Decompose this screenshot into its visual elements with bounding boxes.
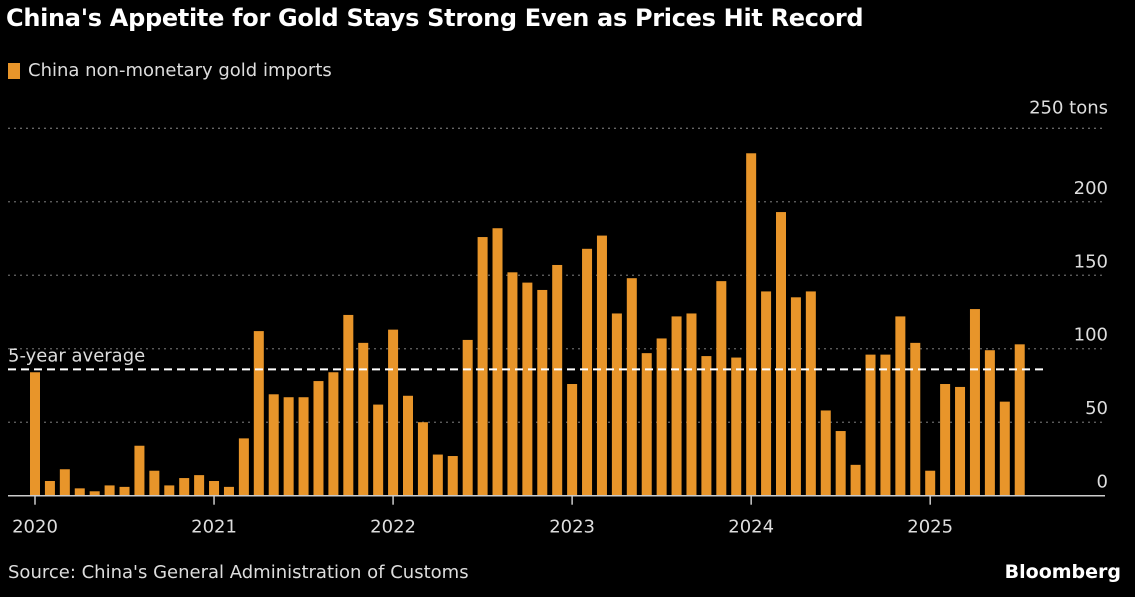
bar xyxy=(59,469,70,496)
chart-title: China's Appetite for Gold Stays Strong E… xyxy=(6,4,864,32)
y-tick-label: 150 xyxy=(1074,251,1108,272)
bar xyxy=(805,291,816,496)
bar xyxy=(179,478,190,496)
x-tick-label: 2025 xyxy=(907,517,953,538)
bar xyxy=(716,281,727,496)
bar xyxy=(820,410,831,496)
bar xyxy=(656,338,667,496)
x-tick-label: 2024 xyxy=(728,517,774,538)
bar xyxy=(373,404,384,496)
bar xyxy=(313,381,324,496)
bar xyxy=(925,470,936,496)
y-tick-label: 200 xyxy=(1074,178,1108,199)
bar xyxy=(940,384,951,496)
bar xyxy=(388,329,399,496)
bar xyxy=(761,291,772,496)
bar xyxy=(552,264,563,496)
bar xyxy=(596,235,607,496)
bar xyxy=(835,431,846,496)
bar xyxy=(850,464,861,496)
bar xyxy=(194,475,205,496)
x-tick-label: 2023 xyxy=(549,517,595,538)
y-tick-label: 250 tons xyxy=(1029,97,1108,118)
legend: China non-monetary gold imports xyxy=(8,60,332,81)
bar xyxy=(238,438,249,496)
bar xyxy=(865,354,876,496)
x-tick-label: 2021 xyxy=(191,517,237,538)
bar xyxy=(74,488,85,496)
bar xyxy=(790,297,801,496)
bar xyxy=(999,401,1010,496)
bar xyxy=(223,486,234,496)
source-note: Source: China's General Administration o… xyxy=(8,562,469,583)
bar xyxy=(283,397,294,496)
x-tick-label: 2022 xyxy=(370,517,416,538)
bar xyxy=(343,314,354,496)
bar xyxy=(537,289,548,496)
bar xyxy=(910,342,921,496)
x-tick-label: 2020 xyxy=(12,517,58,538)
bar xyxy=(671,316,682,496)
bar xyxy=(432,454,443,496)
bar xyxy=(686,313,697,496)
bar xyxy=(298,397,309,496)
bar xyxy=(522,282,533,496)
bar xyxy=(776,212,786,496)
bar xyxy=(507,272,518,496)
bar xyxy=(253,331,264,496)
average-label: 5-year average xyxy=(8,345,145,366)
bar xyxy=(403,395,413,496)
bar xyxy=(895,316,906,496)
bar xyxy=(358,342,369,496)
bar xyxy=(104,485,115,496)
y-tick-label: 0 xyxy=(1097,472,1108,493)
y-tick-label: 100 xyxy=(1074,325,1108,346)
bar xyxy=(89,491,100,496)
bar xyxy=(701,356,712,496)
bar xyxy=(582,248,593,496)
bar xyxy=(611,313,622,496)
bar xyxy=(492,228,503,496)
bar xyxy=(447,456,458,496)
bar xyxy=(880,354,891,496)
bar xyxy=(30,372,40,496)
bar xyxy=(134,445,145,496)
bar xyxy=(477,237,488,496)
bar xyxy=(328,372,339,496)
bar xyxy=(969,309,980,496)
bar xyxy=(955,386,966,496)
bar xyxy=(1014,344,1025,496)
bar xyxy=(462,339,473,496)
bar xyxy=(567,384,578,496)
bar xyxy=(164,485,175,496)
bar xyxy=(119,486,130,496)
bar xyxy=(149,470,160,496)
legend-swatch xyxy=(8,62,20,79)
bar xyxy=(731,357,742,496)
bar xyxy=(626,278,637,496)
bar xyxy=(268,394,279,496)
bloomberg-logo: Bloomberg xyxy=(1004,561,1121,583)
y-tick-label: 50 xyxy=(1085,398,1108,419)
bar xyxy=(209,481,220,496)
bar xyxy=(44,481,55,496)
bar xyxy=(746,153,757,496)
bar xyxy=(984,350,995,496)
bar xyxy=(417,422,428,496)
legend-label: China non-monetary gold imports xyxy=(28,60,332,81)
bar xyxy=(641,353,652,496)
